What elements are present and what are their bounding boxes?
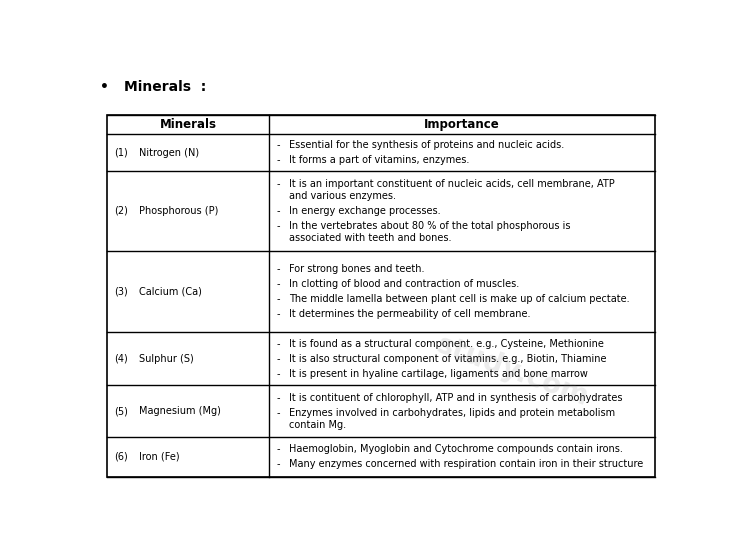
Text: Nitrogen (N): Nitrogen (N)	[139, 147, 200, 158]
Text: Iron (Fe): Iron (Fe)	[139, 452, 180, 462]
Text: -: -	[277, 310, 280, 319]
Text: In energy exchange processes.: In energy exchange processes.	[289, 206, 441, 216]
Text: It is an important constituent of nucleic acids, cell membrane, ATP: It is an important constituent of nuclei…	[289, 179, 615, 189]
Text: (3): (3)	[114, 287, 128, 297]
Text: Phosphorous (P): Phosphorous (P)	[139, 206, 219, 216]
Text: Minerals: Minerals	[160, 118, 217, 131]
Text: Many enzymes concerned with respiration contain iron in their structure: Many enzymes concerned with respiration …	[289, 459, 644, 469]
Text: -: -	[277, 294, 280, 304]
Text: study.com: study.com	[433, 331, 593, 412]
Text: In the vertebrates about 80 % of the total phosphorous is: In the vertebrates about 80 % of the tot…	[289, 221, 571, 231]
Text: Sulphur (S): Sulphur (S)	[139, 354, 194, 364]
Text: (5): (5)	[114, 406, 128, 416]
Text: -: -	[277, 264, 280, 274]
Text: (2): (2)	[114, 206, 128, 216]
Text: Haemoglobin, Myoglobin and Cytochrome compounds contain irons.: Haemoglobin, Myoglobin and Cytochrome co…	[289, 444, 623, 454]
Text: -: -	[277, 140, 280, 150]
Text: •: •	[99, 80, 108, 94]
Text: -: -	[277, 408, 280, 418]
Text: contain Mg.: contain Mg.	[289, 419, 347, 430]
Text: Enzymes involved in carbohydrates, lipids and protein metabolism: Enzymes involved in carbohydrates, lipid…	[289, 408, 616, 418]
Text: -: -	[277, 155, 280, 165]
Text: -: -	[277, 279, 280, 289]
Text: (6): (6)	[114, 452, 128, 462]
Text: -: -	[277, 339, 280, 349]
Text: It is present in hyaline cartilage, ligaments and bone marrow: It is present in hyaline cartilage, liga…	[289, 369, 588, 379]
Text: -: -	[277, 459, 280, 469]
Text: -: -	[277, 221, 280, 231]
Text: It is also structural component of vitamins. e.g., Biotin, Thiamine: It is also structural component of vitam…	[289, 354, 607, 364]
Text: For strong bones and teeth.: For strong bones and teeth.	[289, 264, 425, 274]
Text: Essential for the synthesis of proteins and nucleic acids.: Essential for the synthesis of proteins …	[289, 140, 565, 150]
Text: -: -	[277, 444, 280, 454]
Text: It forms a part of vitamins, enzymes.: It forms a part of vitamins, enzymes.	[289, 155, 470, 165]
Text: -: -	[277, 206, 280, 216]
Text: In clotting of blood and contraction of muscles.: In clotting of blood and contraction of …	[289, 279, 519, 289]
Text: associated with teeth and bones.: associated with teeth and bones.	[289, 233, 452, 243]
Text: -: -	[277, 369, 280, 379]
Text: -: -	[277, 393, 280, 403]
Text: It determines the permeability of cell membrane.: It determines the permeability of cell m…	[289, 310, 531, 319]
Text: (1): (1)	[114, 147, 128, 158]
Bar	[107, 115, 655, 477]
Text: Importance: Importance	[424, 118, 500, 131]
Text: Minerals  :: Minerals :	[124, 80, 206, 94]
Text: -: -	[277, 179, 280, 189]
Text: (4): (4)	[114, 354, 128, 364]
Text: It is contituent of chlorophyll, ATP and in synthesis of carbohydrates: It is contituent of chlorophyll, ATP and…	[289, 393, 623, 403]
Text: Magnesium (Mg): Magnesium (Mg)	[139, 406, 221, 416]
Text: The middle lamella between plant cell is make up of calcium pectate.: The middle lamella between plant cell is…	[289, 294, 630, 304]
Text: and various enzymes.: and various enzymes.	[289, 191, 396, 201]
Text: It is found as a structural component. e.g., Cysteine, Methionine: It is found as a structural component. e…	[289, 339, 605, 349]
Text: -: -	[277, 354, 280, 364]
Text: Calcium (Ca): Calcium (Ca)	[139, 287, 203, 297]
